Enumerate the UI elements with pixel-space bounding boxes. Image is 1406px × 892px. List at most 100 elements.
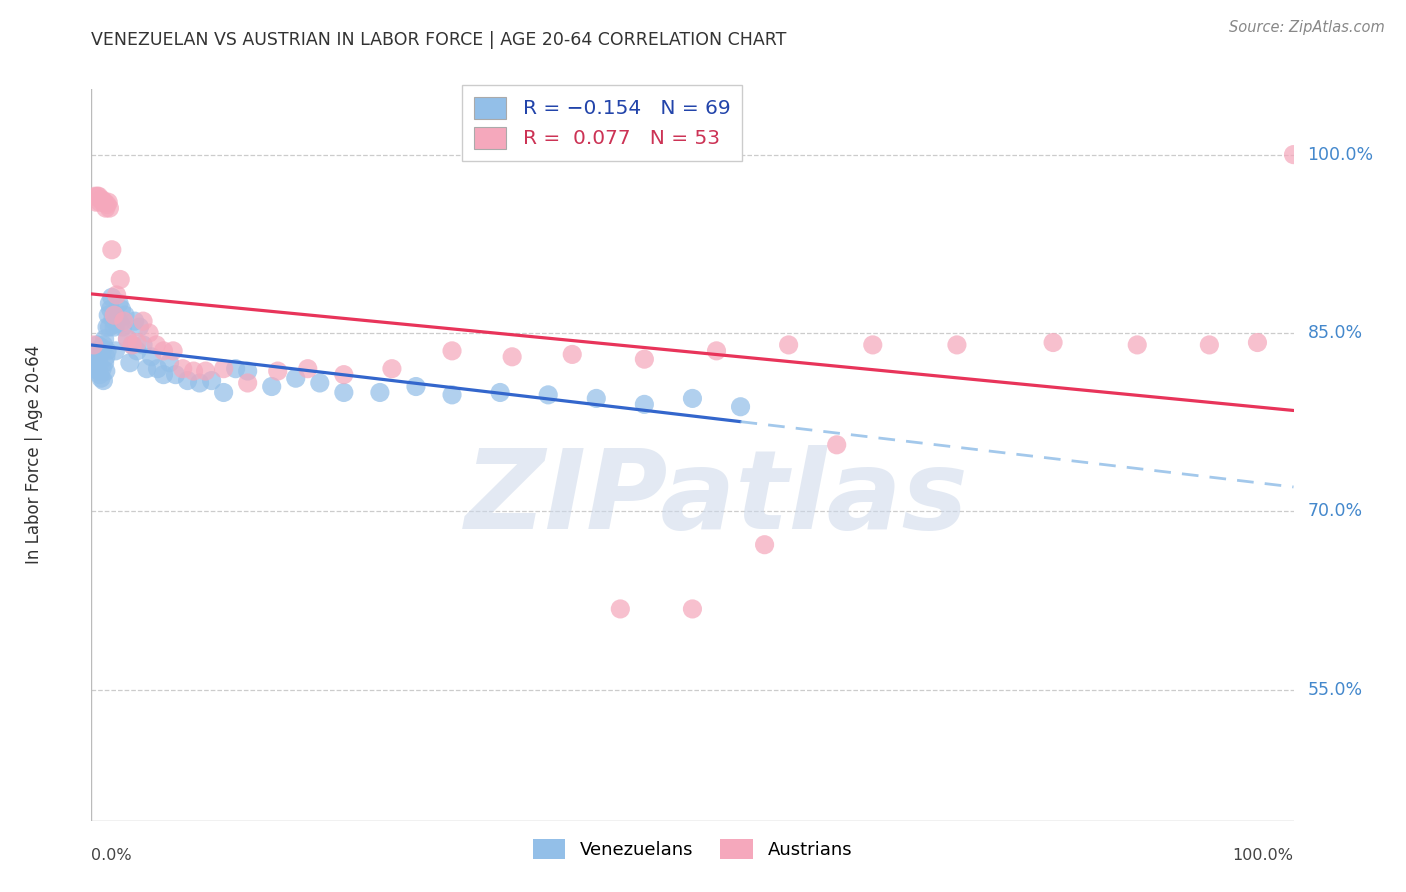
Point bbox=[145, 338, 167, 352]
Point bbox=[93, 195, 115, 210]
Point bbox=[730, 400, 752, 414]
Point bbox=[118, 356, 141, 370]
Point bbox=[90, 371, 112, 385]
Point bbox=[93, 332, 115, 346]
Point bbox=[93, 195, 115, 210]
Point bbox=[91, 343, 114, 358]
Point bbox=[93, 356, 115, 370]
Point bbox=[236, 364, 259, 378]
Point bbox=[98, 296, 121, 310]
Point bbox=[561, 347, 583, 361]
Point bbox=[159, 356, 181, 370]
Point bbox=[91, 193, 114, 207]
Point bbox=[132, 338, 155, 352]
Point bbox=[87, 352, 110, 367]
Point bbox=[101, 290, 124, 304]
Point bbox=[609, 602, 631, 616]
Point bbox=[124, 314, 146, 328]
Point bbox=[105, 288, 128, 302]
Point bbox=[121, 338, 143, 352]
Point bbox=[440, 388, 463, 402]
Point bbox=[105, 317, 128, 331]
Point bbox=[633, 397, 655, 411]
Point bbox=[135, 361, 157, 376]
Point bbox=[225, 361, 247, 376]
Point bbox=[108, 296, 131, 310]
Point bbox=[101, 243, 124, 257]
Point bbox=[94, 350, 117, 364]
Point bbox=[104, 343, 127, 358]
Point bbox=[83, 361, 105, 376]
Point bbox=[94, 364, 117, 378]
Text: 0.0%: 0.0% bbox=[91, 848, 132, 863]
Point bbox=[825, 438, 848, 452]
Point bbox=[188, 376, 211, 390]
Point bbox=[162, 343, 184, 358]
Point bbox=[98, 201, 121, 215]
Point bbox=[117, 332, 139, 346]
Point bbox=[96, 320, 118, 334]
Point bbox=[212, 385, 235, 400]
Point bbox=[681, 392, 703, 406]
Legend: Venezuelans, Austrians: Venezuelans, Austrians bbox=[526, 832, 859, 866]
Text: VENEZUELAN VS AUSTRIAN IN LABOR FORCE | AGE 20-64 CORRELATION CHART: VENEZUELAN VS AUSTRIAN IN LABOR FORCE | … bbox=[91, 31, 787, 49]
Point bbox=[89, 347, 111, 361]
Text: Source: ZipAtlas.com: Source: ZipAtlas.com bbox=[1229, 20, 1385, 35]
Point bbox=[368, 385, 391, 400]
Point bbox=[84, 356, 107, 370]
Point bbox=[681, 602, 703, 616]
Point bbox=[172, 361, 194, 376]
Point bbox=[110, 272, 132, 286]
Text: 85.0%: 85.0% bbox=[1308, 324, 1362, 342]
Text: 100.0%: 100.0% bbox=[1233, 848, 1294, 863]
Point bbox=[183, 364, 205, 378]
Text: ZIPatlas: ZIPatlas bbox=[464, 445, 969, 552]
Point bbox=[267, 364, 290, 378]
Point bbox=[212, 361, 235, 376]
Point bbox=[405, 379, 427, 393]
Point bbox=[138, 326, 160, 340]
Point bbox=[91, 361, 114, 376]
Point bbox=[84, 343, 107, 358]
Point bbox=[112, 314, 135, 328]
Point bbox=[90, 340, 112, 354]
Point bbox=[107, 311, 129, 326]
Point bbox=[1246, 335, 1268, 350]
Point bbox=[1126, 338, 1149, 352]
Point bbox=[94, 201, 117, 215]
Point bbox=[101, 311, 124, 326]
Point bbox=[121, 338, 143, 352]
Point bbox=[87, 364, 110, 378]
Point bbox=[176, 374, 198, 388]
Point bbox=[110, 302, 132, 317]
Text: 70.0%: 70.0% bbox=[1308, 502, 1362, 520]
Point bbox=[1042, 335, 1064, 350]
Point bbox=[585, 392, 607, 406]
Point bbox=[778, 338, 800, 352]
Point bbox=[754, 538, 776, 552]
Text: 55.0%: 55.0% bbox=[1308, 681, 1362, 698]
Point bbox=[86, 359, 108, 374]
Point bbox=[706, 343, 728, 358]
Point bbox=[333, 368, 356, 382]
Point bbox=[111, 320, 134, 334]
Point bbox=[297, 361, 319, 376]
Point bbox=[117, 332, 139, 346]
Point bbox=[1198, 338, 1220, 352]
Point bbox=[93, 338, 115, 352]
Point bbox=[114, 308, 136, 322]
Point bbox=[862, 338, 884, 352]
Point bbox=[97, 308, 120, 322]
Point bbox=[1282, 147, 1305, 161]
Point bbox=[98, 320, 121, 334]
Point bbox=[89, 368, 111, 382]
Point bbox=[84, 189, 107, 203]
Point bbox=[236, 376, 259, 390]
Point bbox=[83, 338, 105, 352]
Point bbox=[440, 343, 463, 358]
Point bbox=[93, 374, 115, 388]
Point bbox=[125, 335, 148, 350]
Text: 100.0%: 100.0% bbox=[1308, 145, 1374, 163]
Point bbox=[633, 352, 655, 367]
Point bbox=[146, 361, 169, 376]
